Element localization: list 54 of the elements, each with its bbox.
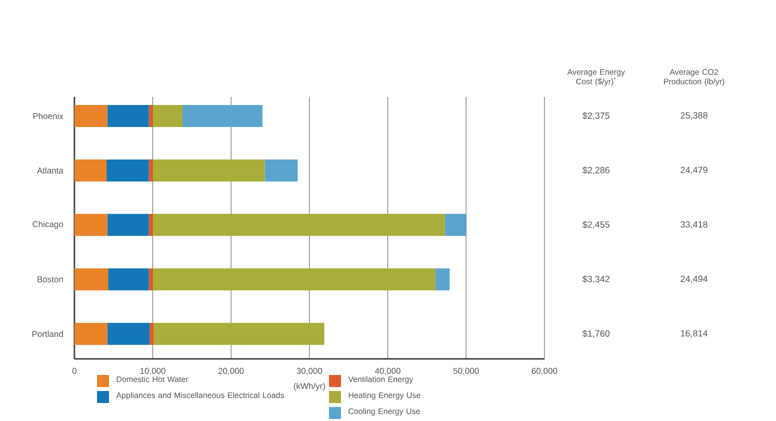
y-tick-label: Boston — [38, 276, 63, 282]
bar — [182, 104, 262, 127]
legend-label: Ventilation Energy — [348, 376, 414, 384]
text: 24,479 — [680, 166, 708, 174]
bar — [106, 159, 149, 182]
x-axis-title: (kWh/yr) — [294, 382, 325, 391]
y-tick-label: Chicago — [32, 220, 64, 229]
bar — [74, 214, 108, 236]
bar — [74, 322, 108, 345]
text: 24,494 — [680, 276, 708, 284]
x-tick-label: 60,000 — [532, 368, 558, 375]
bar — [150, 322, 154, 345]
text: 33,418 — [680, 221, 708, 229]
x-tick-label: 10,000 — [140, 368, 166, 375]
text: $3,342 — [582, 275, 610, 284]
y-tick-label: Phoenix — [33, 112, 64, 120]
bar — [152, 268, 436, 290]
bar — [107, 322, 150, 345]
y-tick-label: Portland — [32, 330, 63, 337]
text: Average CO2 Production (lb/yr) — [664, 69, 724, 86]
legend-label: Appliances and Miscellaneous Electrical Loads — [116, 392, 284, 400]
bar — [107, 214, 149, 236]
x-tick-label: 30,000 — [296, 368, 322, 375]
bar — [436, 268, 450, 290]
text: $2,286 — [582, 166, 610, 174]
bar — [148, 159, 153, 182]
bar — [444, 214, 466, 236]
bar — [107, 104, 149, 127]
x-tick-label: 20,000 — [218, 368, 244, 375]
text: Average Energy Cost ($/yr)$^{*}$ — [567, 69, 625, 86]
text: $2,455 — [582, 221, 610, 229]
y-tick-label: Atlanta — [36, 167, 64, 174]
x-tick-label: 40,000 — [374, 368, 400, 375]
text: 25,388 — [680, 112, 708, 120]
bar — [148, 104, 153, 127]
legend-label: Heating Energy Use — [348, 392, 420, 400]
bar — [74, 159, 107, 182]
bar — [74, 104, 108, 127]
bar — [152, 214, 445, 236]
bar — [74, 268, 108, 290]
text: 16,814 — [680, 330, 708, 338]
x-tick-label: 50,000 — [453, 368, 479, 375]
bar — [148, 268, 153, 290]
bar — [152, 104, 183, 127]
bar — [264, 159, 298, 182]
bar — [152, 159, 265, 182]
text: $2,375 — [582, 112, 610, 120]
legend-label: Domestic Hot Water — [116, 376, 188, 382]
bar — [108, 268, 149, 290]
bar — [154, 322, 324, 345]
x-tick-label: 0 — [72, 368, 76, 374]
legend-label: Cooling Energy Use — [348, 408, 420, 416]
text: $1,760 — [582, 330, 610, 338]
bar — [148, 214, 153, 236]
